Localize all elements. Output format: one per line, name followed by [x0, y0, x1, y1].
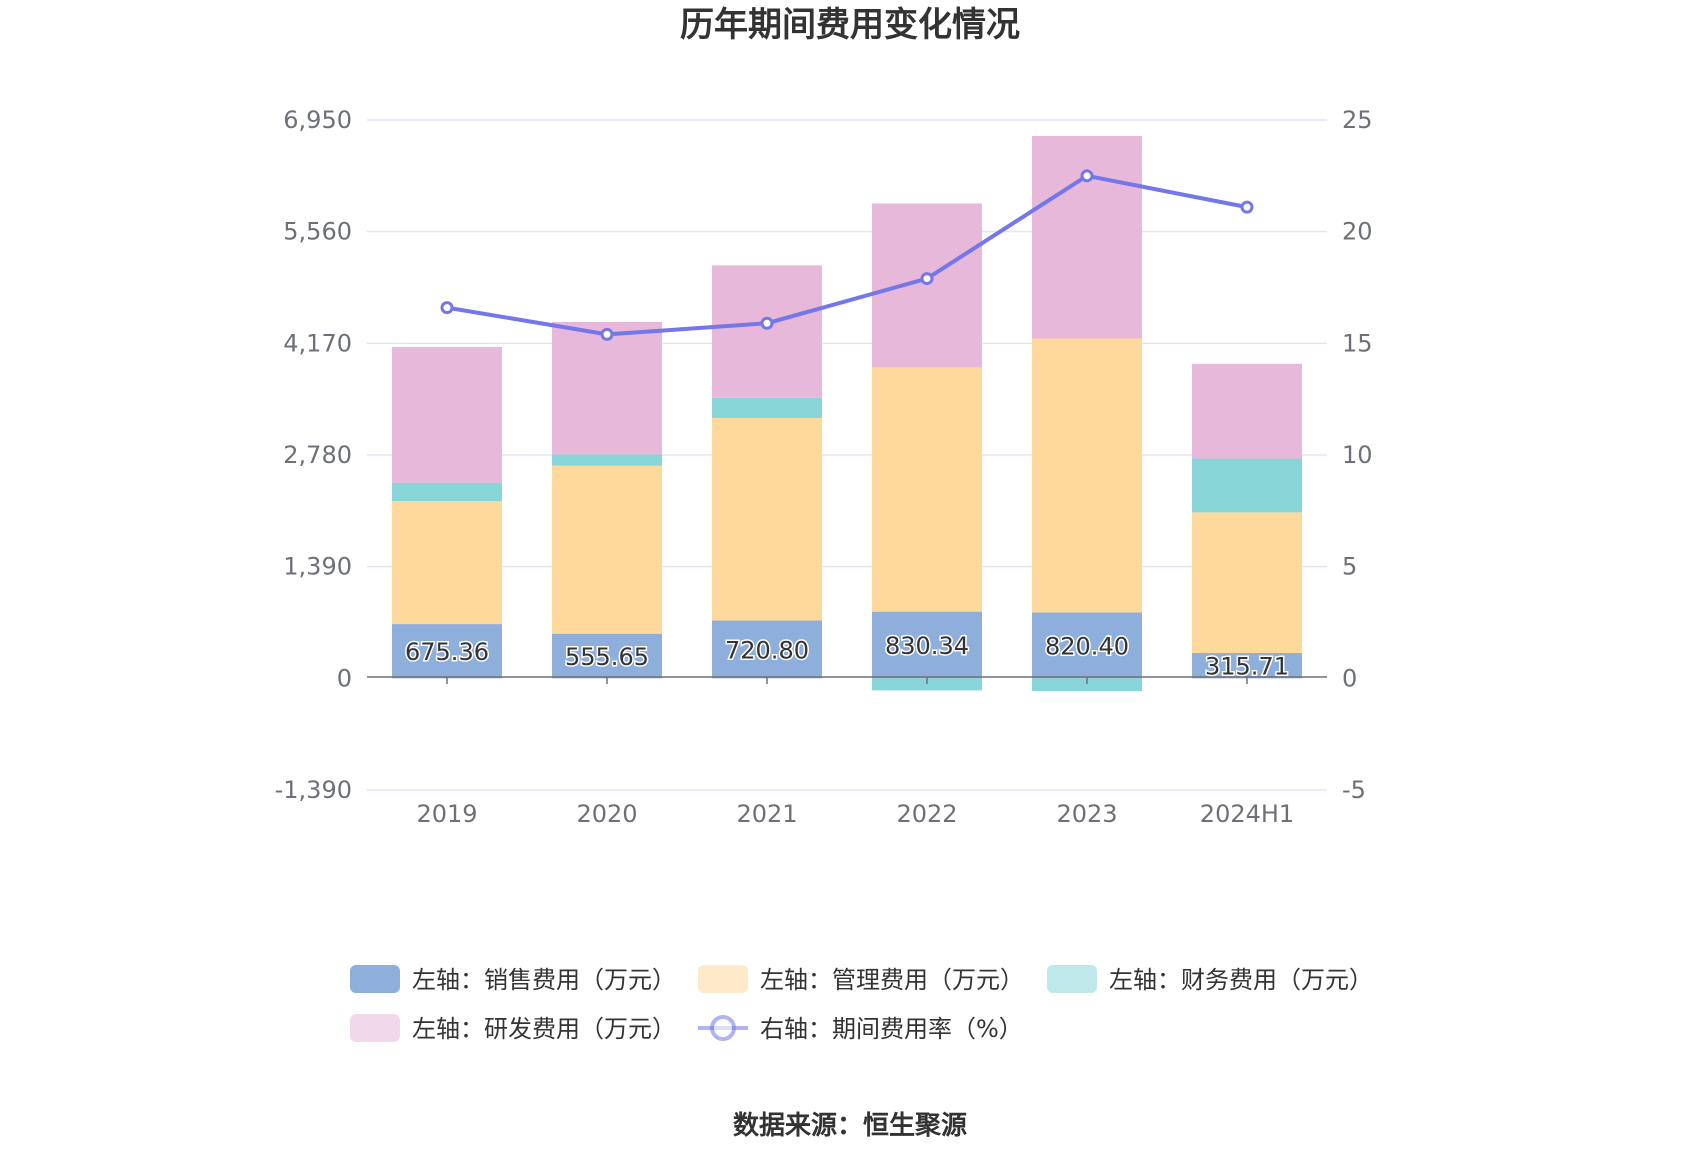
legend-label-3: 左轴：研发费用（万元） [412, 1015, 676, 1043]
x-tick-label: 2024H1 [1200, 800, 1294, 828]
legend-swatch-0 [350, 965, 400, 993]
bar-2-0 [392, 482, 502, 502]
bar-1-3 [872, 367, 982, 612]
bar-3-4 [1032, 136, 1142, 339]
sales-data-label: 315.71 [1205, 653, 1289, 681]
legend-label-1: 左轴：管理费用（万元） [760, 966, 1024, 994]
right-tick-label: 25 [1342, 106, 1373, 134]
left-tick-label: 1,390 [283, 553, 352, 581]
sales-data-label: 720.80 [725, 636, 809, 664]
rate-point-5 [1240, 200, 1254, 214]
right-axis-ticks: -5 0 5 10 15 20 25 [1342, 106, 1373, 804]
bar-1-2 [712, 417, 822, 621]
sales-data-label: 675.36 [405, 638, 489, 666]
bar-0-0 [392, 624, 502, 679]
bar-0-1 [552, 633, 662, 679]
bar-0-2 [712, 620, 822, 679]
source-text: 数据来源：恒生聚源 [733, 1111, 967, 1141]
bar-0-5 [1192, 652, 1302, 679]
right-tick-label: 10 [1342, 441, 1373, 469]
legend-label-4: 右轴：期间费用率（%） [760, 1015, 1023, 1043]
bar-1-1 [552, 465, 662, 634]
bar-0-3 [872, 611, 982, 679]
legend-label-2: 左轴：财务费用（万元） [1109, 966, 1373, 994]
bar-series [392, 136, 1302, 692]
bar-3-5 [1192, 363, 1302, 459]
bar-2-2 [712, 397, 822, 418]
sales-data-label: 830.34 [885, 632, 969, 660]
legend-swatch-2 [1047, 965, 1097, 993]
rate-line-path [446, 173, 1248, 337]
x-axis-line [367, 676, 1327, 684]
bar-1-5 [1192, 512, 1302, 653]
sales-data-label: 820.40 [1045, 632, 1129, 660]
bar-1-0 [392, 501, 502, 625]
left-axis-ticks: -1,390 0 1,390 2,780 4,170 5,560 6,950 [275, 106, 352, 804]
data-labels: 675.36 555.65 720.80 830.34 820.40 315.71 [404, 630, 1291, 682]
right-tick-label: 15 [1342, 329, 1373, 357]
rate-point-1 [600, 327, 614, 341]
left-tick-label: -1,390 [275, 776, 352, 804]
x-tick-label: 2021 [736, 800, 797, 828]
x-tick-label: 2020 [576, 800, 637, 828]
bar-0-4 [1032, 612, 1142, 679]
left-tick-label: 0 [337, 664, 352, 692]
gridlines [367, 119, 1327, 791]
legend: 左轴：销售费用（万元） 左轴：管理费用（万元） 左轴：财务费用（万元） 左轴：研发费用… [350, 965, 1373, 1043]
left-tick-label: 6,950 [283, 106, 352, 134]
legend-label-0: 左轴：销售费用（万元） [412, 966, 676, 994]
bar-3-2 [712, 265, 822, 398]
right-tick-label: 0 [1342, 664, 1357, 692]
left-tick-label: 4,170 [283, 329, 352, 357]
sales-data-label: 555.65 [565, 643, 649, 671]
right-tick-label: 5 [1342, 553, 1357, 581]
bar-3-0 [392, 346, 502, 483]
bar-3-3 [872, 203, 982, 368]
bar-2-1 [552, 454, 662, 466]
bar-2-5 [1192, 458, 1302, 513]
legend-swatch-3 [350, 1014, 400, 1042]
x-tick-label: 2022 [896, 800, 957, 828]
bar-1-4 [1032, 338, 1142, 613]
legend-swatch-1 [698, 965, 748, 993]
bar-2-4 [1032, 678, 1142, 692]
x-tick-label: 2023 [1056, 800, 1117, 828]
rate-point-4 [1080, 169, 1094, 183]
bar-3-1 [552, 321, 662, 455]
bar-2-3 [872, 678, 982, 691]
rate-point-3 [920, 272, 934, 286]
rate-point-0 [440, 301, 454, 315]
x-tick-label: 2019 [416, 800, 477, 828]
chart-title: 历年期间费用变化情况 [680, 5, 1020, 45]
x-axis-ticks: 2019 2020 2021 2022 2023 2024H1 [416, 800, 1294, 828]
rate-line [440, 169, 1254, 341]
rate-point-2 [760, 316, 774, 330]
left-tick-label: 5,560 [283, 218, 352, 246]
legend-circle-swatch [710, 1015, 736, 1041]
right-tick-label: -5 [1342, 776, 1366, 804]
right-tick-label: 20 [1342, 218, 1373, 246]
left-tick-label: 2,780 [283, 441, 352, 469]
